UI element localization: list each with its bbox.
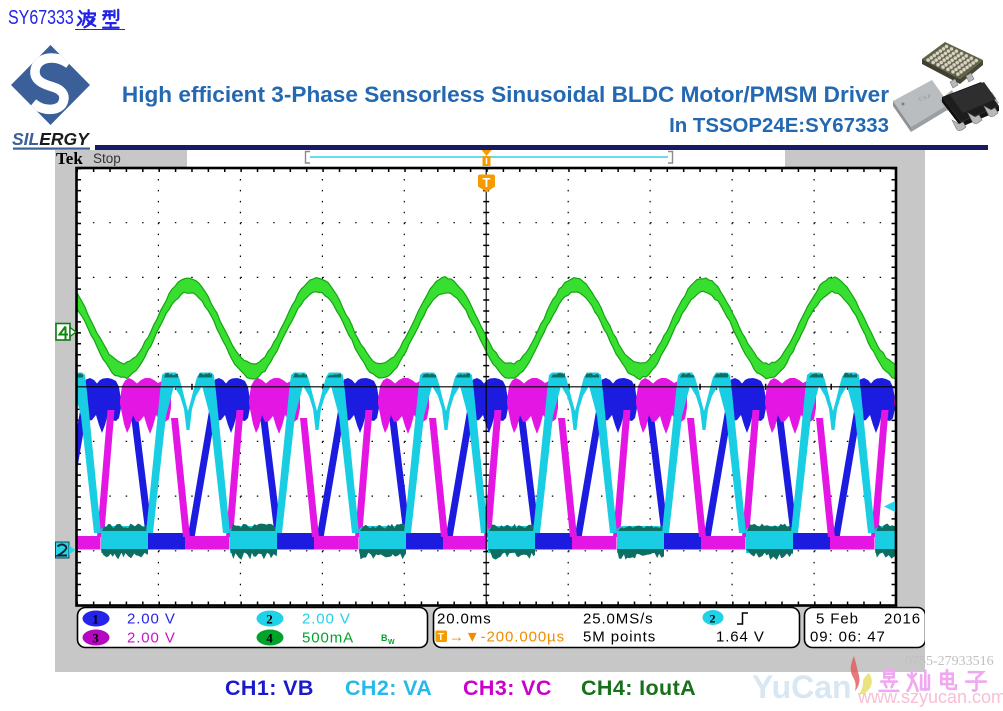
svg-text:Stop: Stop <box>93 151 121 166</box>
svg-text:2016: 2016 <box>884 611 921 628</box>
svg-text:5M points: 5M points <box>583 629 656 646</box>
svg-text:C S P: C S P <box>918 93 933 103</box>
svg-text:5 Feb: 5 Feb <box>816 611 859 628</box>
svg-text:2: 2 <box>266 612 273 627</box>
svg-text:4: 4 <box>266 631 273 646</box>
svg-text:W: W <box>388 639 396 646</box>
svg-text:20.0ms: 20.0ms <box>437 611 492 628</box>
svg-text:1: 1 <box>92 612 99 627</box>
svg-text:2.00 V: 2.00 V <box>127 611 176 628</box>
svg-text:500mA: 500mA <box>302 630 354 647</box>
svg-text:09: 06: 47: 09: 06: 47 <box>810 629 886 646</box>
svg-text:→▼-200.000µs: →▼-200.000µs <box>449 629 565 646</box>
svg-text:Tek: Tek <box>56 150 83 168</box>
svg-text:2: 2 <box>710 612 717 626</box>
svg-text:2.00 V: 2.00 V <box>127 630 176 647</box>
svg-text:T: T <box>438 632 445 643</box>
svg-text:25.0MS/s: 25.0MS/s <box>583 611 654 628</box>
svg-text:SILERGY: SILERGY <box>12 129 90 149</box>
svg-text:T: T <box>483 175 491 190</box>
svg-text:1.64 V: 1.64 V <box>716 629 765 646</box>
svg-text:2.00 V: 2.00 V <box>302 611 351 628</box>
svg-text:3: 3 <box>92 631 99 646</box>
svg-text:B: B <box>381 633 388 643</box>
